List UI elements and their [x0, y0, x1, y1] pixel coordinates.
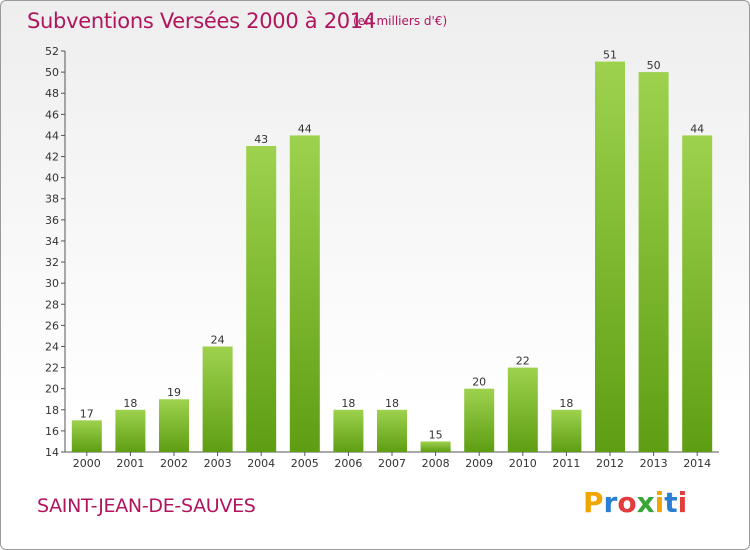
bar	[638, 72, 669, 453]
logo-letter: i	[677, 486, 688, 519]
y-tick-label: 14	[45, 446, 59, 459]
y-tick-label: 34	[45, 235, 59, 248]
bar	[420, 441, 451, 452]
y-tick-label: 44	[45, 129, 59, 142]
x-tick-label: 2004	[247, 457, 275, 470]
bar	[377, 409, 407, 452]
logo-letter: P	[583, 486, 604, 519]
bar-value-label: 18	[341, 397, 355, 410]
bar	[246, 145, 277, 452]
bar-value-label: 18	[123, 397, 137, 410]
y-tick-label: 28	[45, 298, 59, 311]
logo-letter: t	[664, 486, 678, 519]
chart-title: Subventions Versées 2000 à 2014	[27, 9, 376, 33]
bar-value-label: 44	[690, 122, 704, 135]
y-tick-label: 30	[45, 277, 59, 290]
bar	[159, 399, 189, 452]
y-tick-label: 24	[45, 340, 59, 353]
y-tick-label: 50	[45, 66, 59, 79]
x-tick-label: 2001	[116, 457, 144, 470]
bar	[507, 367, 538, 452]
y-tick-label: 48	[45, 87, 59, 100]
bar	[202, 346, 233, 452]
bar-value-label: 15	[429, 428, 443, 441]
bar	[115, 409, 146, 452]
bar-value-label: 51	[603, 49, 617, 62]
x-tick-label: 2014	[683, 457, 711, 470]
logo-letter: r	[603, 486, 618, 519]
bar-value-label: 19	[167, 386, 181, 399]
bar	[289, 135, 320, 452]
y-tick-label: 32	[45, 256, 59, 269]
bar-value-label: 22	[516, 355, 530, 368]
y-tick-label: 46	[45, 108, 59, 121]
bar	[595, 61, 625, 452]
chart-unit: (en milliers d'€)	[353, 14, 448, 28]
bar-value-label: 43	[254, 133, 268, 146]
bar-value-label: 50	[647, 59, 661, 72]
bar-value-label: 18	[385, 397, 399, 410]
y-tick-label: 26	[45, 319, 59, 332]
y-tick-label: 16	[45, 425, 59, 438]
x-tick-label: 2008	[422, 457, 450, 470]
bar	[464, 388, 495, 452]
x-tick-label: 2013	[640, 457, 668, 470]
x-tick-label: 2000	[73, 457, 101, 470]
x-tick-label: 2009	[465, 457, 493, 470]
x-tick-label: 2010	[509, 457, 537, 470]
bar	[682, 135, 713, 452]
x-tick-label: 2003	[204, 457, 232, 470]
y-tick-label: 40	[45, 172, 59, 185]
x-tick-label: 2006	[334, 457, 362, 470]
proxiti-logo: Proxiti	[583, 486, 687, 519]
y-tick-label: 36	[45, 214, 59, 227]
logo-letter: o	[617, 486, 637, 519]
x-tick-label: 2002	[160, 457, 188, 470]
logo-letter: x	[636, 486, 655, 519]
commune-name: SAINT-JEAN-DE-SAUVES	[37, 495, 256, 517]
y-tick-label: 42	[45, 151, 59, 164]
x-tick-label: 2012	[596, 457, 624, 470]
y-tick-label: 22	[45, 362, 59, 375]
bar	[71, 420, 102, 452]
bar-value-label: 24	[211, 333, 225, 346]
x-tick-label: 2011	[552, 457, 580, 470]
logo-letter: i	[654, 486, 665, 519]
bar-value-label: 20	[472, 376, 486, 389]
x-tick-label: 2007	[378, 457, 406, 470]
y-tick-label: 38	[45, 193, 59, 206]
bar	[551, 409, 582, 452]
y-tick-label: 18	[45, 404, 59, 417]
y-tick-label: 52	[45, 45, 59, 58]
bar	[333, 409, 364, 452]
x-tick-label: 2005	[291, 457, 319, 470]
bar-value-label: 18	[559, 397, 573, 410]
y-tick-label: 20	[45, 383, 59, 396]
bar-value-label: 17	[80, 407, 94, 420]
bar-value-label: 44	[298, 122, 312, 135]
